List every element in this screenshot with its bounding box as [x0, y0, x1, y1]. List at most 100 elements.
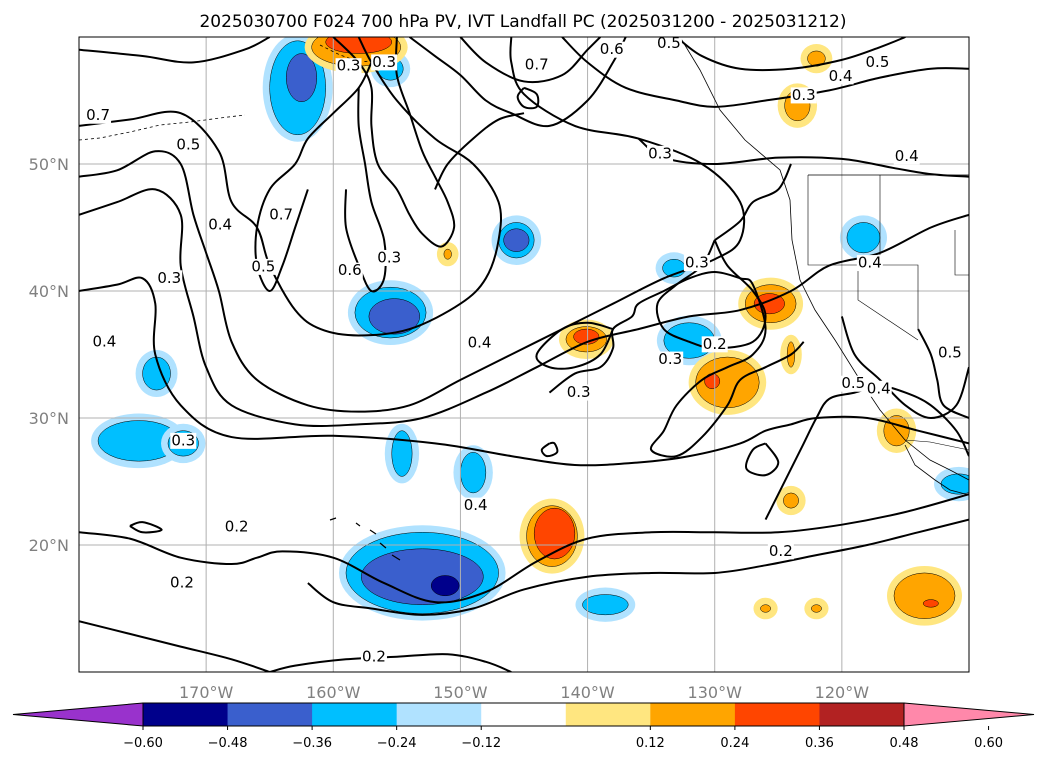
chart-title: 2025030700 F024 700 hPa PV, IVT Landfall… [199, 12, 846, 32]
y-tick-label: 40°N [29, 282, 69, 301]
map-background [79, 37, 969, 672]
contour-label: 0.4 [464, 496, 488, 514]
colorbar-segment [312, 703, 398, 726]
colorbar-tick-label: −0.48 [208, 736, 248, 751]
contour-label-layer: 0.70.6 0.50.30.70.60.30.40.50.50.70.30.40… [85, 37, 963, 665]
contour-label-bg [790, 87, 817, 104]
contour-label-bg [156, 270, 183, 287]
pv-contour-line [459, 37, 601, 84]
contour-label: 0.4 [92, 332, 116, 350]
pv-contour-line [79, 276, 969, 467]
y-tick-label: 20°N [29, 536, 69, 555]
shaded-region [430, 575, 460, 597]
y-tick-label: 30°N [29, 409, 69, 428]
contour-label: 0.5 [841, 374, 865, 392]
x-tick-label: 160°W [306, 683, 361, 702]
colorbar-tick-label: −0.12 [461, 736, 501, 751]
x-tick-label: 140°W [560, 683, 615, 702]
pv-contour-line [79, 37, 502, 337]
colorbar-tick-label: 0.36 [805, 736, 834, 751]
contour-label: 0.3 [171, 431, 195, 449]
shaded-region [368, 298, 420, 335]
colorbar-segment [481, 703, 567, 726]
contour-label-bg [655, 37, 682, 52]
contour-label: 0.3 [658, 350, 682, 368]
contour-label: 0.3 [372, 53, 396, 71]
contour-label: 0.5 [251, 257, 275, 275]
contour-label: 0.3 [377, 248, 401, 266]
shaded-region [391, 430, 413, 477]
contour-label-bg [523, 56, 550, 73]
shaded-region [883, 415, 910, 447]
contour-label-bg [827, 68, 854, 85]
pv-contour-line [129, 521, 163, 534]
contour-label: 0.5 [938, 344, 962, 362]
contour-label: 0.4 [468, 334, 492, 352]
pv-contour-line [408, 37, 627, 128]
pv-contour-line [764, 385, 969, 521]
colorbar-extend-low [12, 702, 144, 727]
shaded-region [285, 53, 318, 103]
contour-label: 0.2 [703, 335, 727, 353]
colorbar-frame [142, 702, 905, 727]
colorbar-segment [227, 703, 313, 726]
contour-label: 0.3 [792, 86, 816, 104]
pv-contour-line [79, 620, 271, 672]
contour-label: 0.4 [858, 254, 882, 272]
shaded-region [783, 492, 799, 509]
pv-contour-line [714, 163, 792, 242]
contour-label-bg [336, 262, 363, 279]
contour-label: 0.3 [648, 144, 672, 162]
contour-label-bg [701, 336, 728, 353]
pv-contour-line [840, 316, 969, 419]
colorbar-segment [650, 703, 736, 726]
pv-contour-line [561, 37, 969, 108]
pv-contour-line [79, 493, 969, 604]
colorbar-tick-label: 0.12 [636, 736, 665, 751]
shaded-region [846, 222, 881, 254]
y-tick-labels: 20°N 30°N 40°N 50°N [29, 155, 69, 555]
contour-label: 0.2 [170, 574, 194, 592]
contour-label: 0.3 [567, 383, 591, 401]
shaded-region [940, 473, 969, 495]
contour-label: 0.4 [867, 379, 891, 397]
x-tick-label: 170°W [179, 683, 234, 702]
contour-label: 0.7 [269, 205, 293, 223]
x-tick-labels: 170°W 160°W 150°W 140°W 130°W 120°W [179, 683, 869, 702]
shaded-region [503, 228, 530, 252]
contour-label-bg [268, 206, 295, 223]
contour-label-bg [865, 380, 892, 397]
pv-contour-line [655, 239, 767, 350]
contour-label-bg [466, 335, 493, 352]
contour-label: 0.2 [769, 542, 793, 560]
shaded-region [695, 356, 760, 409]
contour-label-bg [683, 255, 710, 272]
colorbar-tick-label: 0.24 [720, 736, 749, 751]
contour-label: 0.4 [208, 215, 232, 233]
contour-label-bg [856, 255, 883, 272]
pv-contour-line [269, 653, 512, 672]
colorbar-tick-label: 0.60 [974, 736, 1003, 751]
contour-label-bg [175, 136, 202, 153]
shaded-region [922, 599, 939, 608]
shaded-region [760, 604, 771, 613]
contour-label-bg [893, 148, 920, 165]
colorbar-segment [565, 703, 651, 726]
pv-contour-line [79, 188, 969, 428]
contour-label: 0.4 [829, 67, 853, 85]
contour-label: 0.4 [895, 147, 919, 165]
contour-label-bg [840, 375, 867, 392]
contour-label-bg [767, 543, 794, 560]
contour-label: 0.5 [176, 135, 200, 153]
pv-contour-layer [79, 37, 969, 672]
contour-label: 0.7 [86, 106, 110, 124]
contour-label-bg [462, 497, 489, 514]
contour-label-bg [565, 384, 592, 401]
pv-contour-line [917, 328, 969, 419]
contour-label-bg [170, 432, 197, 449]
pv-contour-line [332, 37, 456, 248]
colorbar-segment [819, 703, 905, 726]
colorbar: −0.60 −0.48 −0.36 −0.24 −0.12 0.12 0.24 0.36 0.4… [12, 702, 1035, 751]
contour-label-bg [371, 54, 398, 71]
